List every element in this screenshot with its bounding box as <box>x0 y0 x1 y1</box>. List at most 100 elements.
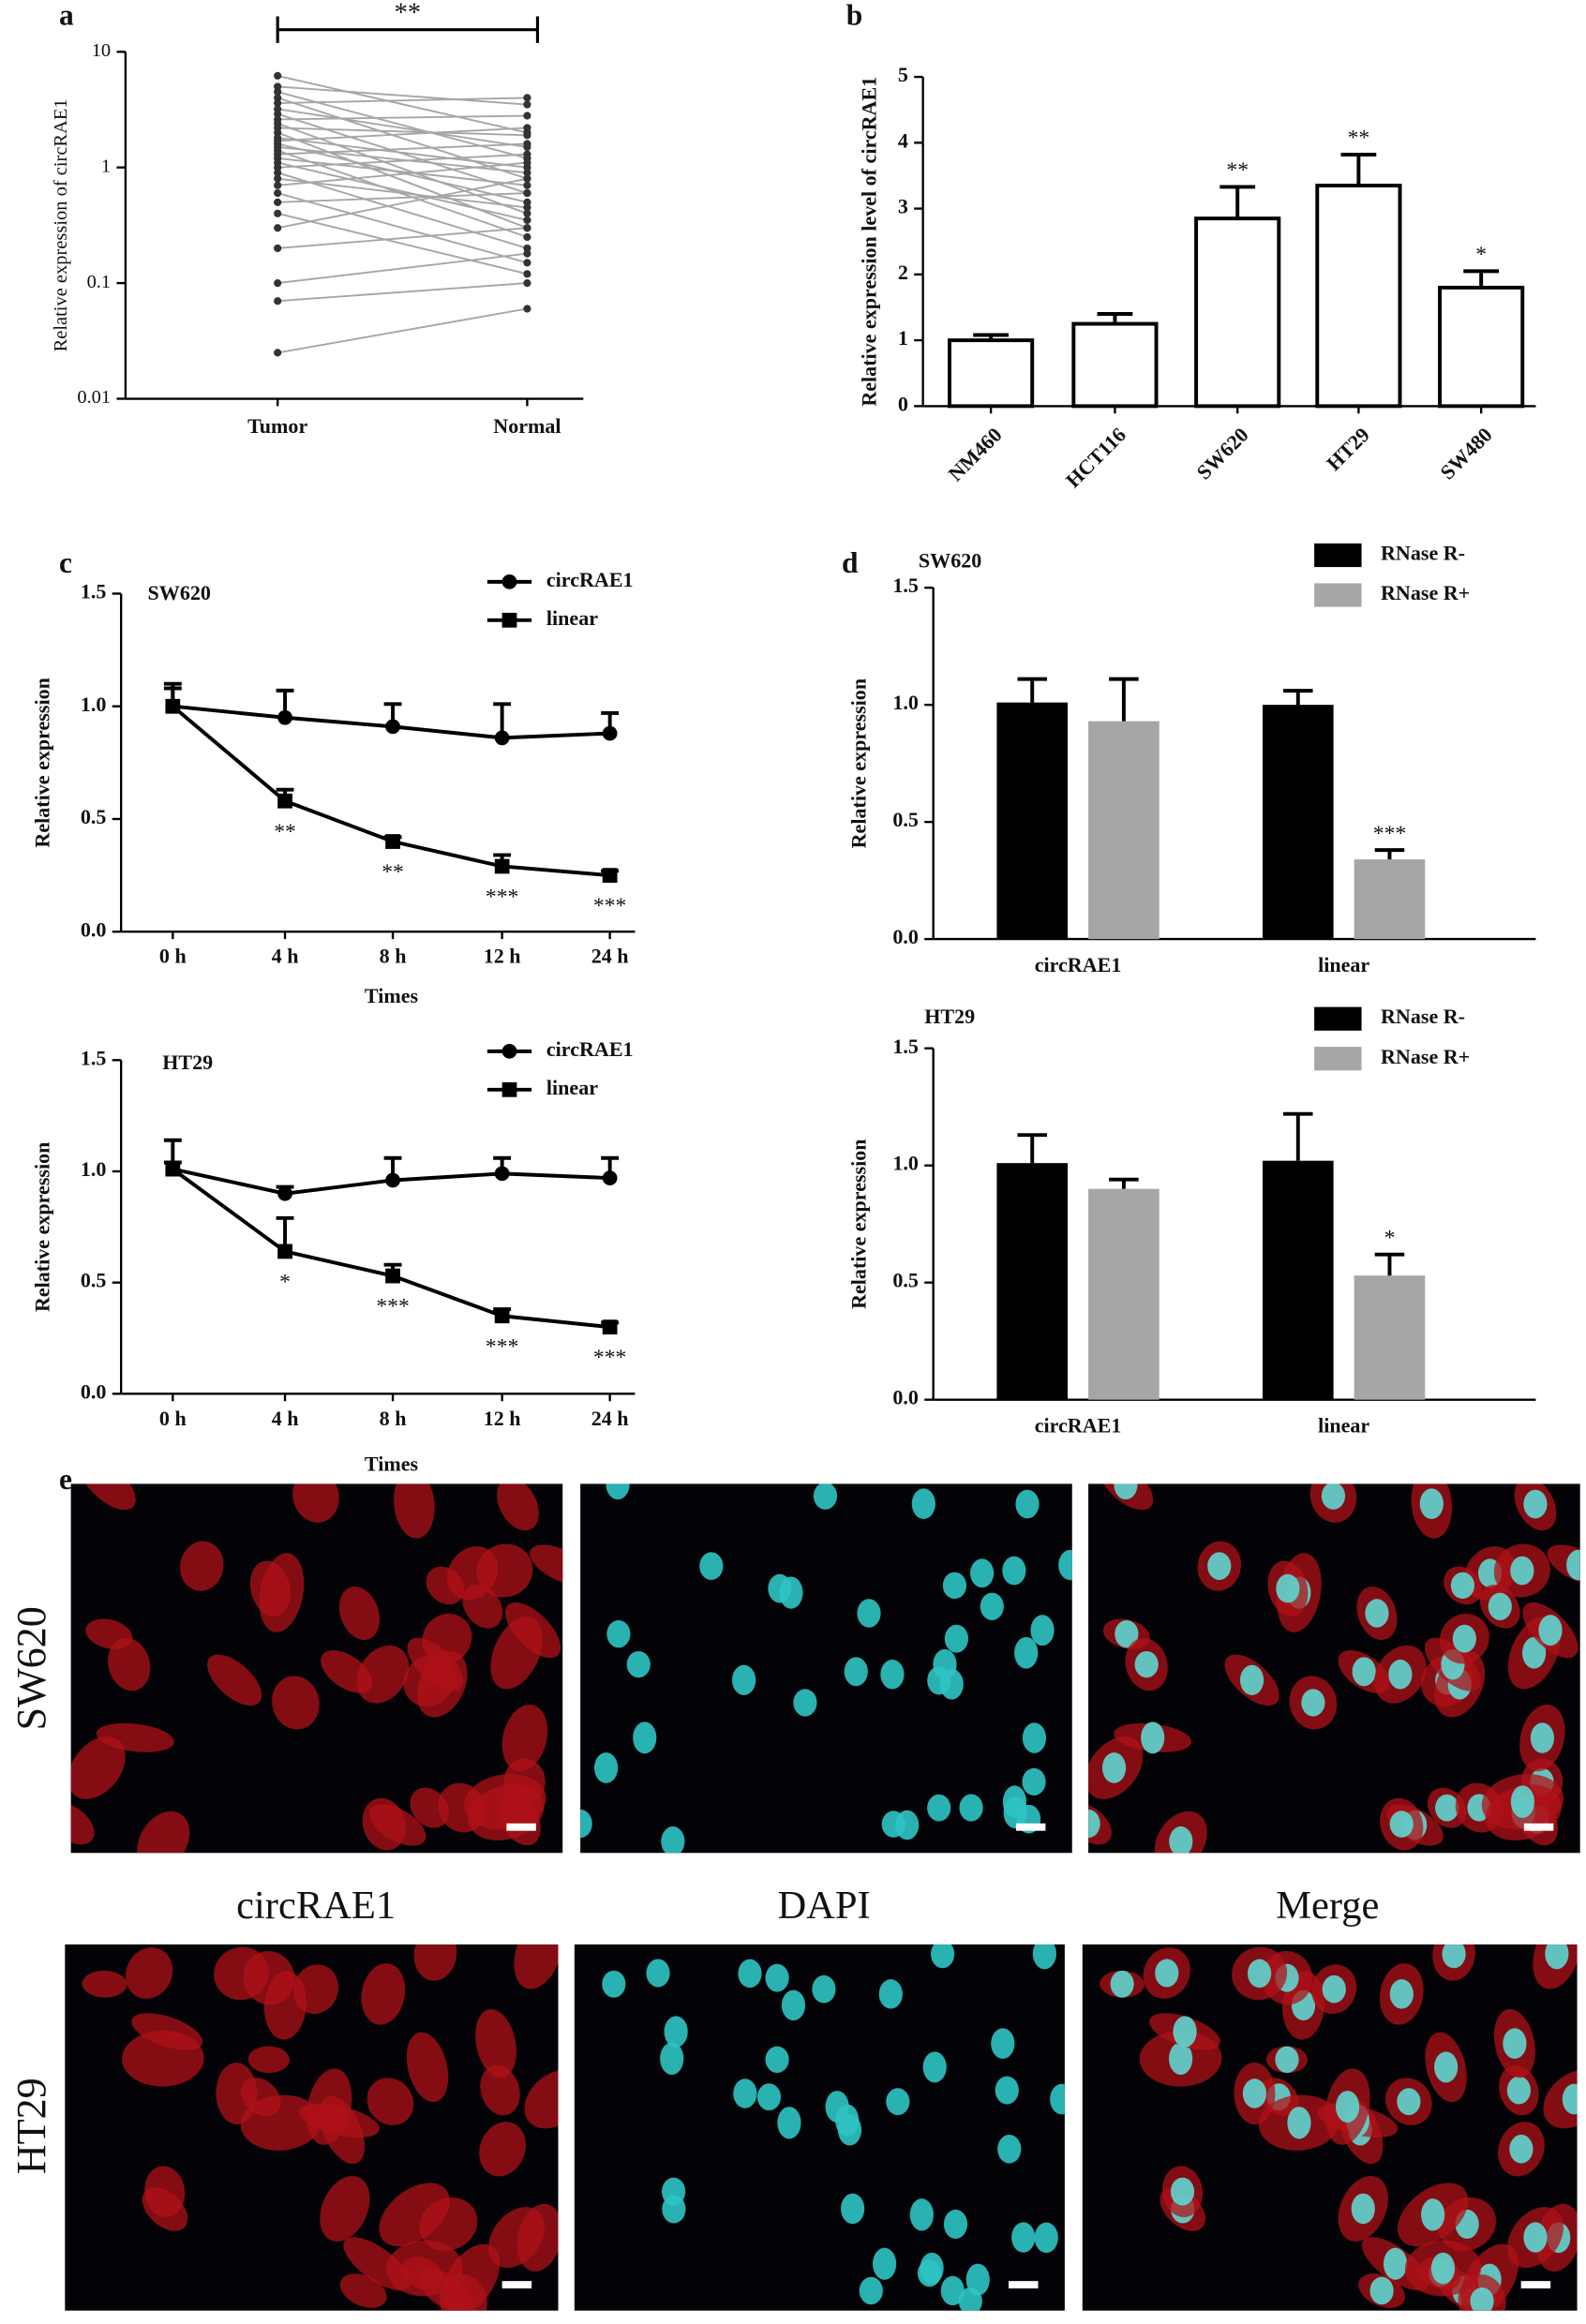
nucleus <box>1435 1794 1459 1822</box>
micrograph <box>1088 1483 1580 1854</box>
point <box>274 87 282 97</box>
y-tick-label: 0.5 <box>892 808 919 831</box>
y-tick-label: 1.0 <box>892 691 919 714</box>
nucleus <box>606 1483 630 1500</box>
point <box>523 232 531 242</box>
pair-line <box>277 212 528 276</box>
bar <box>1194 216 1281 409</box>
nucleus <box>940 2275 965 2306</box>
bar <box>1438 285 1525 409</box>
nucleus <box>1389 1810 1414 1838</box>
nucleus <box>1101 1752 1127 1783</box>
cytoplasm <box>82 1970 127 1998</box>
nucleus <box>1369 2276 1394 2305</box>
bar <box>1262 1160 1334 1400</box>
legend-label: circRAE1 <box>546 568 634 591</box>
nucleus <box>1566 1549 1580 1581</box>
pair-line <box>277 177 528 230</box>
point <box>523 279 531 288</box>
point <box>274 98 282 108</box>
x-tick-label: Tumor <box>247 414 307 438</box>
nucleus <box>1388 1659 1413 1690</box>
legend-label: linear <box>546 1076 598 1099</box>
row-label: HT29 <box>8 2078 54 2174</box>
nucleus <box>920 2252 944 2285</box>
significance: ** <box>1348 127 1370 151</box>
nucleus <box>813 1483 838 1510</box>
cytoplasm <box>464 1774 546 1830</box>
y-axis-label: Relative expression <box>847 678 871 848</box>
significance: * <box>1475 243 1487 267</box>
point <box>274 94 282 102</box>
x-tick-label: 24 h <box>591 945 629 968</box>
nucleus <box>732 1664 756 1695</box>
nucleus <box>1088 1810 1100 1839</box>
pair-line <box>277 131 528 230</box>
point <box>274 174 282 183</box>
marker <box>165 698 181 714</box>
y-tick-label: 0.0 <box>81 1379 107 1403</box>
significance: *** <box>486 1334 518 1359</box>
nucleus <box>1002 1556 1026 1586</box>
y-tick-label: 0.01 <box>77 387 111 408</box>
cytoplasm <box>125 1947 173 1999</box>
nucleus <box>812 1974 836 2004</box>
y-tick-label: 0.5 <box>81 805 107 828</box>
y-axis-label: Relative expression level of circRAE1 <box>858 77 881 407</box>
nucleus <box>1022 1767 1046 1796</box>
x-tick-label: circRAE1 <box>1035 953 1122 976</box>
scale-bar <box>1009 2281 1039 2289</box>
chart: c SW620 Relative expression 0.0 0.5 1.0 1.5 0 h… <box>30 546 636 1007</box>
point <box>523 270 531 278</box>
nucleus <box>1538 1615 1563 1646</box>
point <box>523 131 531 140</box>
pair-line <box>277 142 528 156</box>
micrograph <box>70 1483 563 1854</box>
marker <box>277 709 292 725</box>
pair-line <box>277 192 528 203</box>
row-label: SW620 <box>8 1606 54 1730</box>
y-tick-label: 0.0 <box>892 1386 919 1409</box>
nucleus <box>1545 1944 1569 1970</box>
nucleus <box>995 2076 1019 2105</box>
panel-letter: a <box>59 0 74 31</box>
nucleus <box>662 2177 686 2206</box>
y-tick-label: 0.5 <box>892 1269 919 1292</box>
nucleus <box>1275 2046 1299 2074</box>
cytoplasm <box>367 2078 414 2125</box>
nucleus <box>878 1979 903 2009</box>
point <box>523 224 531 232</box>
nucleus <box>1530 1722 1554 1753</box>
nucleus <box>1470 2287 1494 2311</box>
nucleus <box>781 1989 806 2021</box>
bar <box>1088 721 1160 940</box>
nucleus <box>1365 1599 1389 1628</box>
legend-swatch <box>1314 1006 1362 1031</box>
cytoplasm <box>96 1722 174 1752</box>
cytoplasm <box>292 1483 339 1523</box>
cytoplasm <box>207 1654 262 1706</box>
bar <box>948 338 1035 409</box>
significance: *** <box>376 1295 409 1319</box>
cytoplasm <box>530 1544 563 1586</box>
image-background <box>574 1944 1065 2311</box>
point <box>274 244 282 253</box>
cytoplasm <box>272 1676 320 1730</box>
legend-marker <box>501 1081 517 1097</box>
point <box>523 244 531 253</box>
pair-line <box>277 156 528 186</box>
marker <box>277 1244 292 1259</box>
nucleus <box>1030 1615 1055 1646</box>
pair-line <box>277 127 528 137</box>
point <box>523 209 531 217</box>
x-tick-label: 0 h <box>159 945 187 968</box>
nucleus <box>1397 2088 1421 2116</box>
x-tick-label: 4 h <box>272 1407 299 1430</box>
x-tick-label: 12 h <box>484 945 521 968</box>
y-tick-label: 1.0 <box>892 1152 919 1175</box>
significance: *** <box>593 1346 626 1370</box>
marker <box>385 1268 400 1284</box>
nucleus <box>1509 2135 1534 2164</box>
cytoplasm <box>475 2009 516 2078</box>
nucleus <box>980 1592 1004 1620</box>
